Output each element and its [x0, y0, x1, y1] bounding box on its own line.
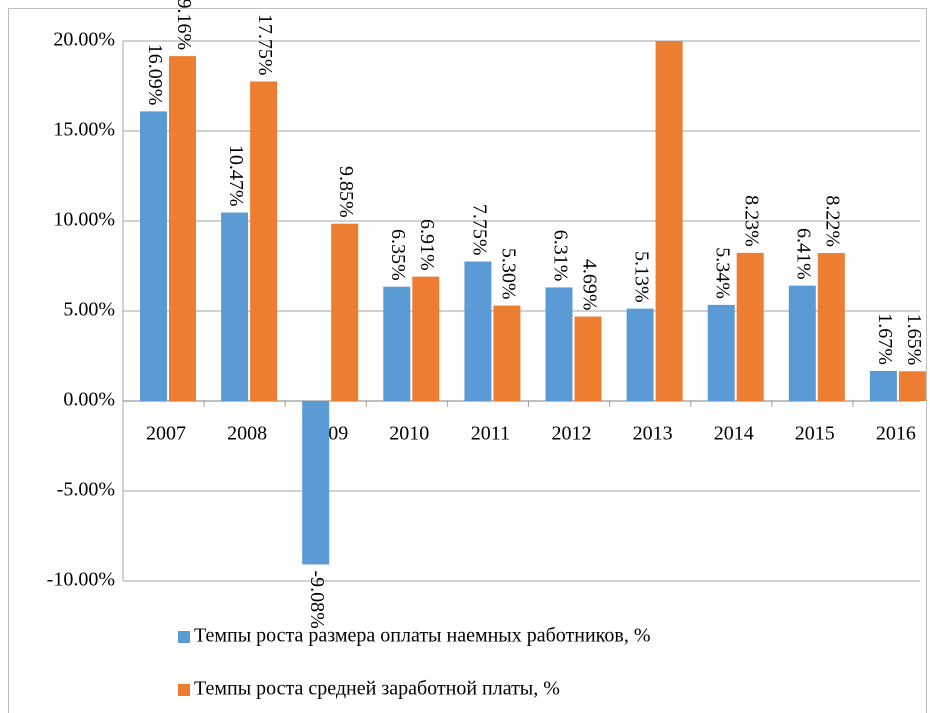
y-tick-label: -10.00% — [47, 569, 115, 591]
y-tick-label: 15.00% — [53, 119, 115, 141]
y-tick-label: 0.00% — [63, 389, 115, 411]
bar — [626, 308, 654, 401]
bar — [574, 316, 602, 401]
bar — [655, 41, 683, 401]
legend-swatch — [178, 631, 190, 643]
legend-label: Темпы роста средней заработной платы, % — [194, 678, 560, 700]
value-label: 7.75% — [468, 204, 490, 256]
bar — [169, 56, 196, 402]
value-label: 1.67% — [874, 313, 896, 365]
value-label: 1.65% — [903, 314, 925, 366]
legend-swatch — [178, 684, 190, 696]
bar — [736, 252, 764, 401]
bar — [464, 261, 492, 401]
x-tick-label: 2007 — [146, 423, 186, 445]
bar — [250, 81, 278, 401]
value-label: 6.35% — [387, 229, 409, 281]
bar — [221, 212, 249, 401]
value-label: 6.41% — [793, 228, 815, 280]
bar — [302, 401, 330, 565]
value-label: -9.08% — [306, 570, 328, 628]
y-tick-label: 5.00% — [63, 299, 115, 321]
chart-frame — [8, 8, 927, 713]
x-tick-label: 2016 — [876, 423, 916, 445]
bar — [412, 276, 440, 401]
value-label: 16.09% — [144, 44, 166, 106]
x-tick-label: 2015 — [795, 423, 835, 445]
x-tick-label: 2011 — [471, 423, 510, 445]
x-tick-label: 2012 — [552, 423, 592, 445]
y-tick-label: -5.00% — [57, 479, 115, 501]
bar — [545, 287, 573, 401]
y-tick-label: 10.00% — [53, 209, 115, 231]
legend-label: Темпы роста размера оплаты наемных работ… — [194, 625, 650, 647]
value-label: 5.30% — [497, 248, 519, 300]
y-tick-label: 20.00% — [53, 29, 115, 51]
value-label: 8.22% — [822, 195, 844, 247]
x-tick-label: 2014 — [714, 423, 754, 445]
value-label: 5.13% — [631, 251, 653, 303]
bar — [383, 286, 411, 401]
bar — [788, 285, 816, 401]
value-label: 6.31% — [549, 230, 571, 282]
x-tick-label: 2010 — [389, 423, 429, 445]
bar — [707, 304, 735, 401]
bar — [817, 253, 845, 401]
bar — [331, 223, 359, 401]
value-label: 6.91% — [416, 219, 438, 271]
bar — [869, 370, 897, 401]
bar — [493, 305, 521, 401]
bar — [898, 371, 926, 401]
x-tick-label: 2013 — [633, 423, 673, 445]
value-label: 19.16% — [173, 0, 195, 50]
x-tick-label: 2008 — [227, 423, 267, 445]
bar — [140, 111, 167, 401]
value-label: 8.23% — [741, 195, 763, 247]
value-label: 9.85% — [335, 166, 357, 218]
value-label: 10.47% — [225, 145, 247, 207]
value-label: 5.34% — [712, 247, 734, 299]
value-label: 4.69% — [578, 259, 600, 311]
value-label: 17.75% — [254, 14, 276, 76]
